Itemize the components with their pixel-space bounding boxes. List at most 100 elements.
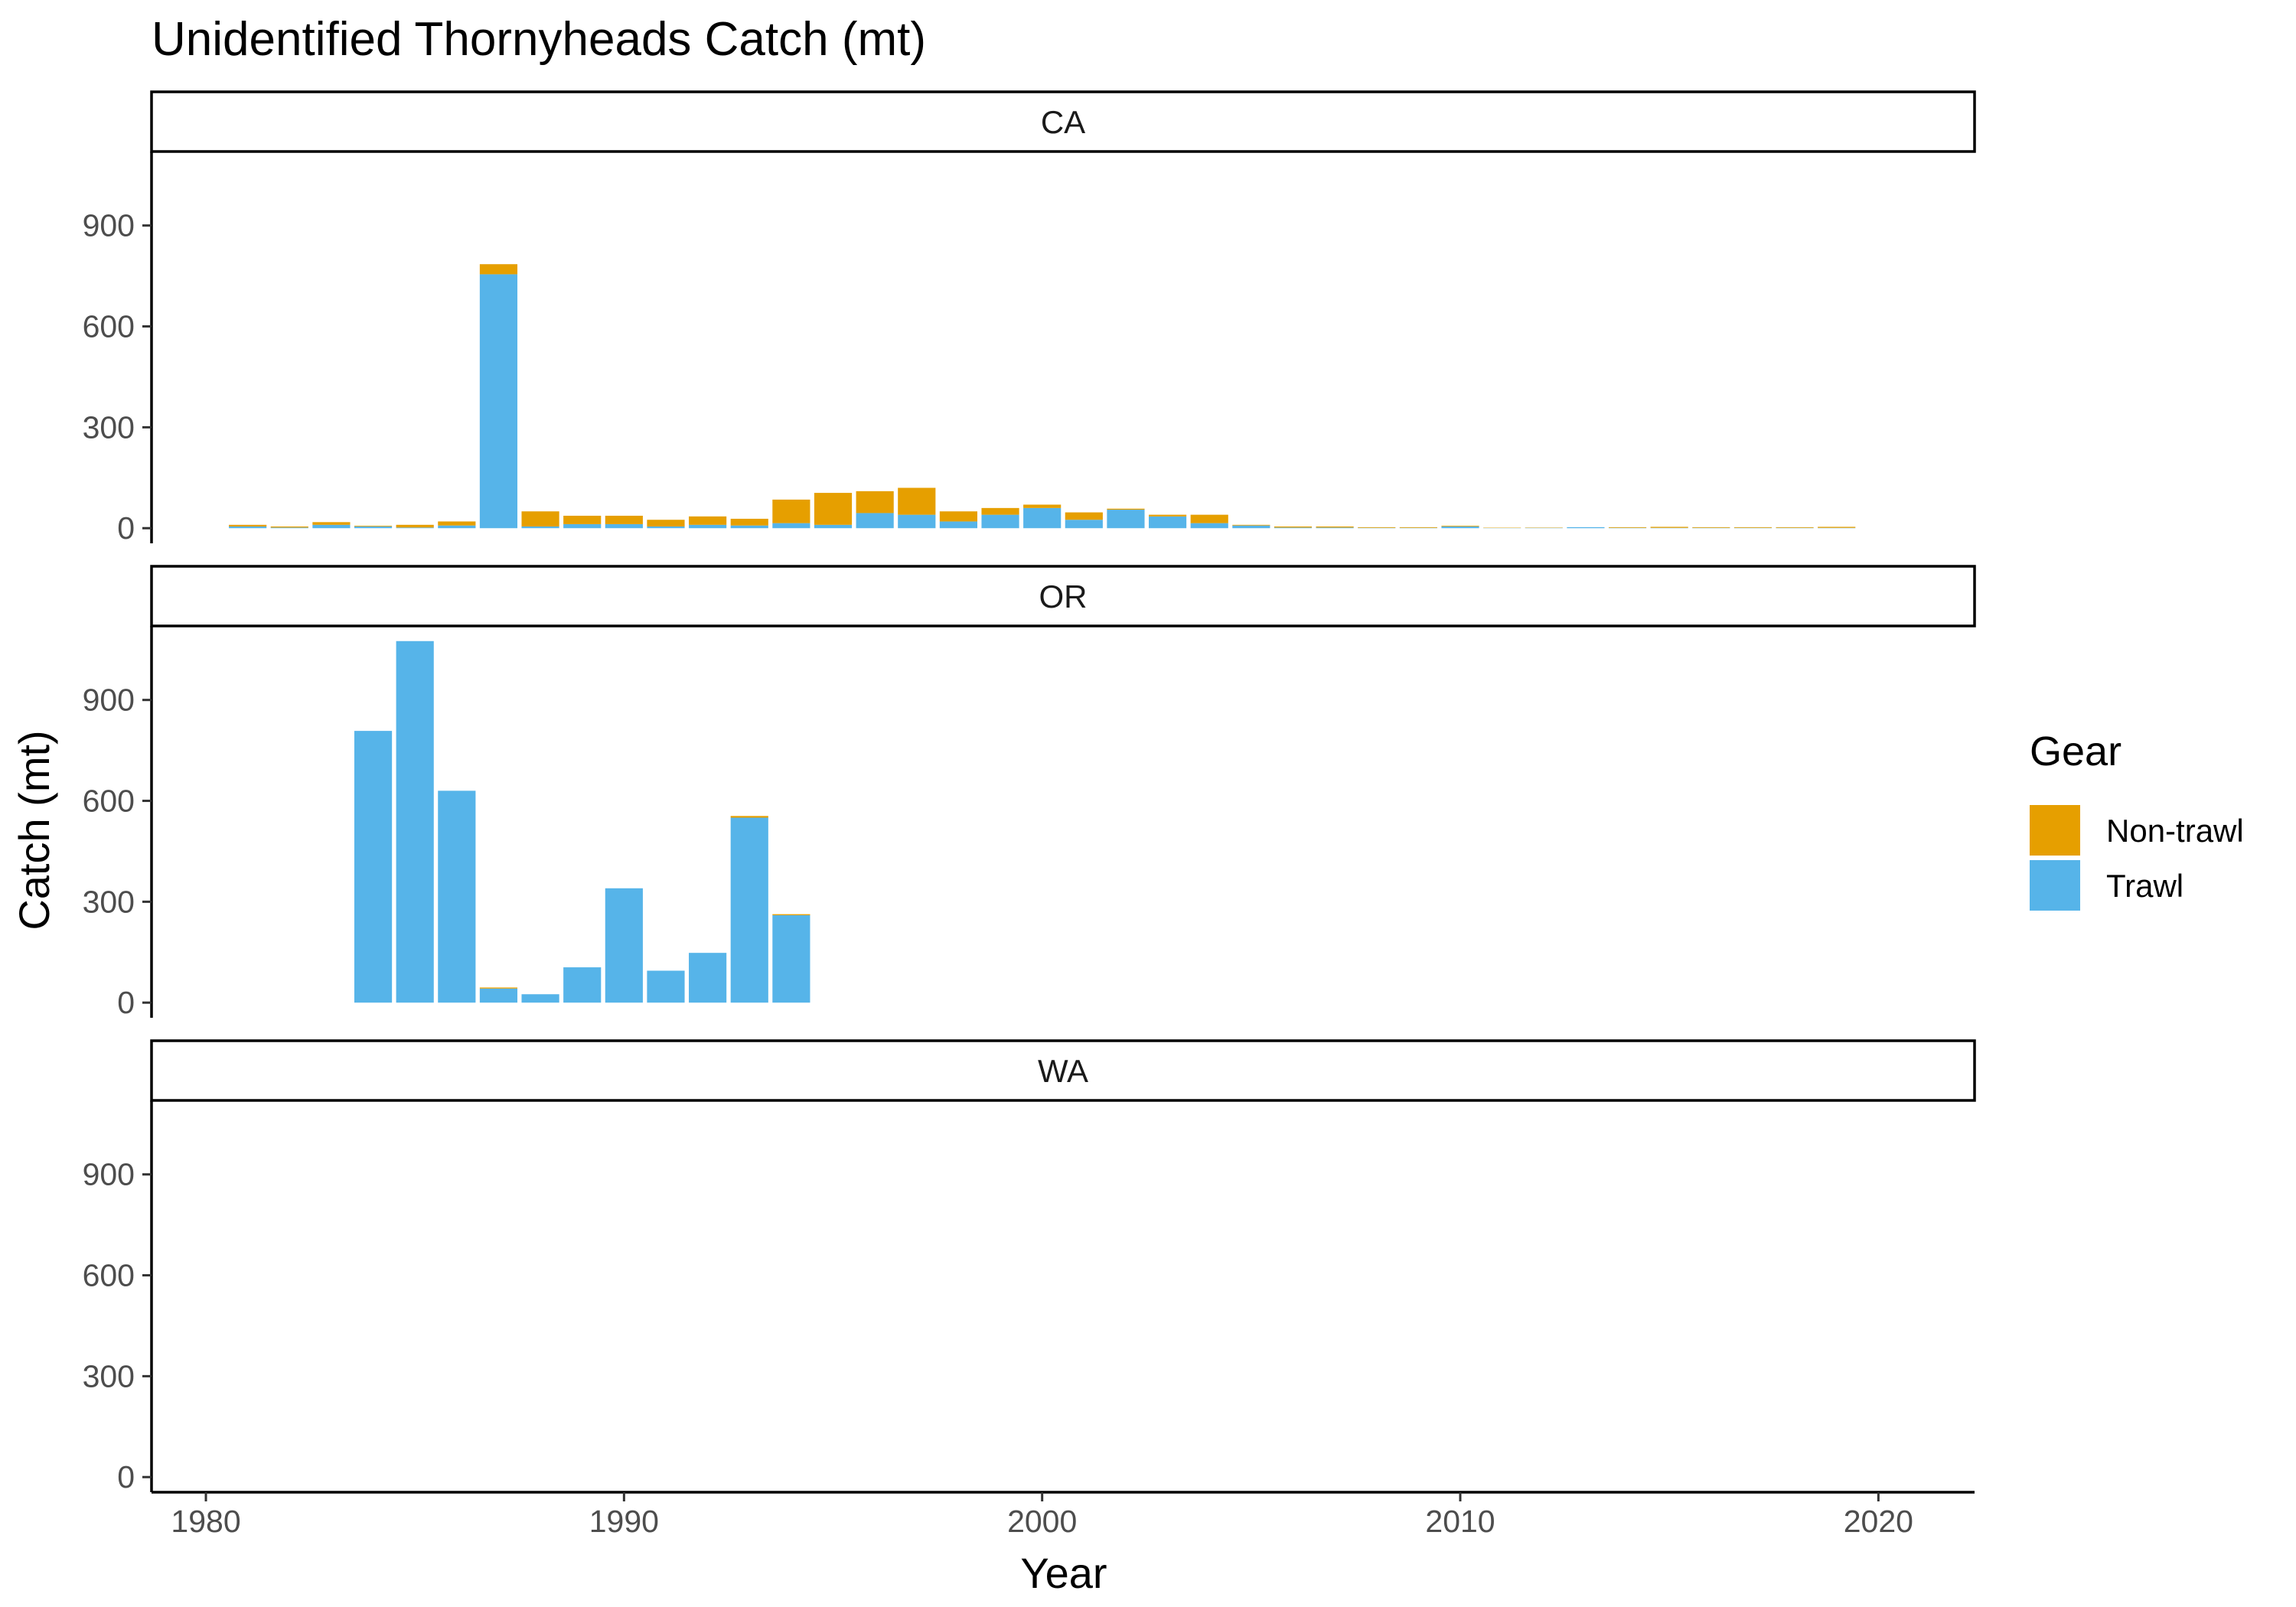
- bar-non-trawl: [1065, 512, 1103, 520]
- panel-or: OR 0 300 600 900: [83, 565, 1976, 1020]
- facet-label: OR: [1039, 579, 1088, 614]
- legend-label: Non-trawl: [2106, 813, 2244, 849]
- bar-trawl: [479, 274, 518, 529]
- bar-non-trawl: [1190, 514, 1228, 523]
- bar-trawl: [605, 523, 643, 529]
- bar-non-trawl: [438, 521, 476, 526]
- bar-trawl: [689, 953, 727, 1003]
- bar-trawl: [1190, 523, 1228, 529]
- bar-non-trawl: [270, 526, 308, 528]
- bar-non-trawl: [939, 511, 978, 522]
- legend: Gear Non-trawl Trawl: [2030, 729, 2244, 911]
- bar-trawl: [354, 731, 393, 1003]
- bar-trawl: [730, 525, 768, 529]
- bar-trawl: [898, 514, 936, 529]
- bar-non-trawl: [229, 524, 267, 527]
- bar-trawl: [814, 524, 853, 529]
- bar-non-trawl: [1148, 514, 1187, 517]
- bar-non-trawl: [605, 515, 643, 524]
- x-tick-label: 2010: [1425, 1504, 1495, 1539]
- bar-trawl: [730, 817, 768, 1003]
- bar-non-trawl: [1776, 526, 1814, 528]
- bar-non-trawl: [396, 524, 434, 528]
- y-tick-label: 300: [83, 884, 135, 919]
- bar-trawl: [689, 524, 727, 529]
- bar-trawl: [438, 790, 476, 1003]
- facet-strip: [150, 565, 1976, 627]
- bar-trawl: [396, 641, 434, 1003]
- x-tick-label: 2000: [1007, 1504, 1077, 1539]
- bar-non-trawl: [1023, 504, 1062, 508]
- bar-non-trawl: [1274, 526, 1313, 528]
- bar-trawl: [312, 524, 351, 529]
- bar-trawl: [605, 888, 643, 1003]
- facet-label: WA: [1038, 1053, 1088, 1089]
- bar-trawl: [981, 514, 1019, 529]
- bar-trawl: [354, 526, 393, 529]
- y-tick-label: 900: [83, 683, 135, 718]
- bar-non-trawl: [479, 264, 518, 275]
- bar-non-trawl: [1692, 526, 1730, 528]
- bar-trawl: [1065, 520, 1103, 529]
- y-axis-title: Catch (mt): [10, 730, 58, 930]
- bar-non-trawl: [563, 515, 602, 524]
- panel-wa: WA 0 300 600 900: [83, 1039, 1976, 1495]
- bar-non-trawl: [898, 487, 936, 515]
- y-tick-label: 0: [117, 1459, 135, 1495]
- bar-non-trawl: [1107, 508, 1145, 510]
- bar-trawl: [1023, 507, 1062, 529]
- x-tick-label: 2020: [1844, 1504, 1913, 1539]
- bar-non-trawl: [1358, 526, 1396, 528]
- bar-trawl: [1232, 525, 1270, 529]
- bar-trawl: [1441, 526, 1479, 529]
- bar-trawl: [521, 526, 559, 529]
- legend-title: Gear: [2030, 729, 2122, 774]
- bar-non-trawl: [772, 914, 810, 915]
- bar-trawl: [939, 521, 978, 529]
- bar-trawl: [563, 523, 602, 529]
- bar-non-trawl: [312, 522, 351, 525]
- bar-trawl: [1316, 527, 1354, 529]
- legend-key-non-trawl: [2030, 805, 2080, 856]
- legend-key-trawl: [2030, 860, 2080, 911]
- y-tick-label: 900: [83, 208, 135, 243]
- bar-non-trawl: [689, 516, 727, 525]
- y-tick-label: 0: [117, 985, 135, 1020]
- bar-non-trawl: [981, 507, 1019, 515]
- y-tick-label: 600: [83, 309, 135, 344]
- panel-ca: CA 0 300 600 900: [83, 90, 1976, 546]
- x-tick-label: 1980: [171, 1504, 240, 1539]
- bar-non-trawl: [856, 491, 894, 513]
- bar-trawl: [772, 523, 810, 529]
- bar-non-trawl: [1399, 526, 1437, 528]
- bar-trawl: [1107, 510, 1145, 529]
- bar-trawl: [647, 970, 685, 1003]
- bar-trawl: [396, 527, 434, 529]
- chart-title: Unidentified Thornyheads Catch (mt): [152, 13, 926, 66]
- bar-non-trawl: [1818, 526, 1856, 528]
- bar-trawl: [270, 527, 308, 529]
- bar-non-trawl: [521, 511, 559, 527]
- bar-non-trawl: [730, 518, 768, 526]
- y-tick-label: 300: [83, 1358, 135, 1393]
- bar-non-trawl: [1232, 524, 1270, 526]
- bar-trawl: [856, 513, 894, 529]
- bar-trawl: [1274, 527, 1313, 529]
- facet-strip: [150, 1039, 1976, 1102]
- bar-trawl: [479, 988, 518, 1003]
- bar-trawl: [1148, 516, 1187, 529]
- bar-non-trawl: [1650, 526, 1688, 528]
- bar-trawl: [1567, 526, 1605, 529]
- x-axis-title: Year: [1020, 1549, 1107, 1597]
- y-tick-label: 600: [83, 1258, 135, 1293]
- bar-non-trawl: [814, 493, 853, 525]
- y-tick-label: 600: [83, 784, 135, 819]
- x-tick-label: 1990: [589, 1504, 659, 1539]
- bar-trawl: [521, 994, 559, 1003]
- bar-non-trawl: [647, 520, 685, 527]
- bar-non-trawl: [772, 499, 810, 523]
- bar-trawl: [647, 526, 685, 529]
- facet-strip: [150, 90, 1976, 153]
- bar-trawl: [438, 525, 476, 529]
